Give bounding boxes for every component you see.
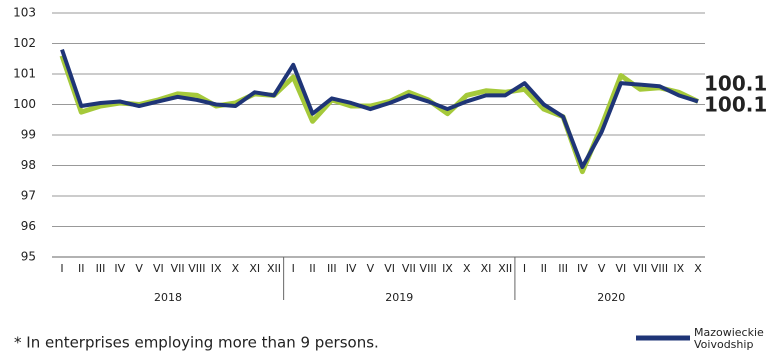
x-tick-label: VII (171, 262, 185, 275)
x-tick-label: II (309, 262, 316, 275)
year-label: 2020 (597, 291, 625, 304)
x-tick-label: X (232, 262, 240, 275)
x-tick-label: IV (346, 262, 357, 275)
x-tick-label: VI (384, 262, 395, 275)
x-tick-label: VIII (420, 262, 437, 275)
x-tick-label: VIII (188, 262, 205, 275)
x-tick-label: VI (153, 262, 164, 275)
y-tick-label: 100 (13, 97, 36, 111)
x-tick-label: XI (481, 262, 492, 275)
x-tick-label: I (292, 262, 295, 275)
series-line (60, 48, 699, 170)
x-tick-label: V (598, 262, 606, 275)
x-tick-label: XII (267, 262, 281, 275)
y-tick-label: 99 (21, 128, 36, 142)
x-tick-label: X (694, 262, 702, 275)
x-tick-label: VII (402, 262, 416, 275)
x-tick-label: V (135, 262, 143, 275)
x-tick-label: III (96, 262, 106, 275)
year-label: 2018 (154, 291, 182, 304)
x-tick-label: IV (577, 262, 588, 275)
end-label: 100.1 (704, 93, 767, 117)
x-tick-label: XI (249, 262, 260, 275)
x-tick-label: V (367, 262, 375, 275)
legend-label: Mazowieckie Voivodship (694, 327, 764, 351)
end-label: 100.1 (704, 72, 767, 96)
x-tick-label: IV (114, 262, 125, 275)
y-tick-label: 98 (21, 158, 36, 172)
x-tick-label: X (463, 262, 471, 275)
x-tick-label: I (523, 262, 526, 275)
y-tick-label: 95 (21, 250, 36, 264)
year-label: 2019 (385, 291, 413, 304)
x-tick-label: XII (498, 262, 512, 275)
x-tick-label: III (558, 262, 568, 275)
y-tick-label: 102 (13, 36, 36, 50)
legend-item: Mazowieckie Voivodship (694, 327, 764, 351)
x-tick-label: IX (673, 262, 684, 275)
x-tick-label: VI (616, 262, 627, 275)
x-tick-label: II (541, 262, 548, 275)
x-tick-label: III (327, 262, 337, 275)
footnote: * In enterprises employing more than 9 p… (14, 334, 379, 352)
x-tick-label: IX (442, 262, 453, 275)
y-tick-label: 101 (13, 67, 36, 81)
y-tick-label: 103 (13, 6, 36, 20)
y-tick-label: 96 (21, 219, 36, 233)
x-tick-label: I (60, 262, 63, 275)
x-tick-label: VIII (651, 262, 668, 275)
x-tick-label: VII (633, 262, 647, 275)
series-line (59, 54, 700, 175)
y-tick-label: 97 (21, 189, 36, 203)
x-tick-label: IX (211, 262, 222, 275)
x-tick-label: II (78, 262, 85, 275)
